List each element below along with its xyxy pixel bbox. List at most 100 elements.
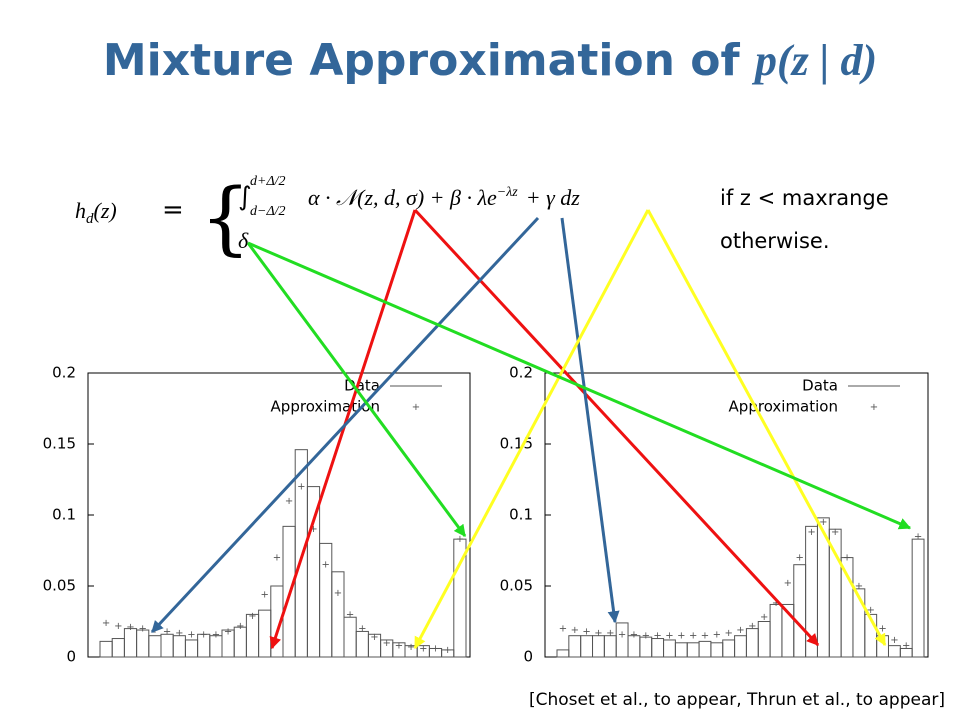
approx-point: + <box>444 645 452 656</box>
approx-point: + <box>653 631 661 642</box>
bar <box>603 635 617 658</box>
approx-point: + <box>867 605 875 616</box>
approx-point: + <box>163 626 171 637</box>
y-tick-label: 0.1 <box>52 506 76 524</box>
case-2: δ <box>238 228 249 253</box>
bar <box>592 635 605 658</box>
legend-marker: + <box>870 402 878 413</box>
bar <box>453 538 467 658</box>
approx-point: + <box>248 611 256 622</box>
bar <box>258 609 272 658</box>
title-text: Mixture Approximation of <box>103 35 755 86</box>
approx-point: + <box>689 631 697 642</box>
y-tick-label: 0.2 <box>52 364 76 382</box>
y-tick-label: 0 <box>523 648 533 666</box>
equals: = <box>162 195 184 225</box>
formula-expr: α · 𝒩(z, d, σ) + β · λe−λz + γ dz <box>308 185 580 210</box>
approx-point: + <box>760 612 768 623</box>
approx-point: + <box>346 609 354 620</box>
approx-point: + <box>890 635 898 646</box>
approx-point: + <box>855 581 863 592</box>
bar <box>911 538 925 658</box>
condition-1: if z < maxrange <box>720 186 889 210</box>
formula-lhs: hd(z) <box>75 198 117 227</box>
approx-point: + <box>309 524 317 535</box>
legend-label: Data <box>344 377 380 395</box>
approx-point: + <box>175 628 183 639</box>
bar <box>355 630 369 658</box>
approx-point: + <box>724 628 732 639</box>
bar <box>184 639 199 658</box>
bar <box>674 642 688 658</box>
approx-point: + <box>322 560 330 571</box>
y-tick-label: 0.05 <box>500 577 533 595</box>
sup: −λz <box>497 185 519 200</box>
arrow <box>150 216 540 634</box>
integral: ∫ <box>238 182 252 212</box>
approx-point: + <box>395 641 403 652</box>
approx-point: + <box>807 527 815 538</box>
bar <box>663 639 676 658</box>
arrows <box>150 208 912 650</box>
approx-point: + <box>843 553 851 564</box>
arrow <box>247 241 912 530</box>
approx-point: + <box>102 618 110 629</box>
bar <box>734 635 747 658</box>
approx-point: + <box>114 621 122 632</box>
lhs-arg: (z) <box>94 198 117 223</box>
bar <box>556 649 570 658</box>
bar <box>686 642 700 658</box>
approx-point: + <box>407 642 415 653</box>
approx-point: + <box>261 590 269 601</box>
approx-point: + <box>456 534 464 545</box>
bar <box>148 635 162 658</box>
bar <box>580 635 594 658</box>
approx-point: + <box>713 629 721 640</box>
approx-point: + <box>748 621 756 632</box>
approx-point: + <box>224 626 232 637</box>
approx-point: + <box>642 631 650 642</box>
approx-point: + <box>200 629 208 640</box>
approx-point: + <box>358 624 366 635</box>
approx-point: + <box>126 622 134 633</box>
approx-point: + <box>902 641 910 652</box>
charts: 0 0.05 0.1 0.15 0.2 + + + + + + + + + + + + + + + + + + + + + + + + +… <box>43 364 929 666</box>
approx-point: + <box>236 621 244 632</box>
approx-point: + <box>273 553 281 564</box>
approx-point: + <box>701 631 709 642</box>
expr: α · 𝒩(z, d, σ) + β · λe <box>308 185 497 210</box>
approx-point: + <box>383 638 391 649</box>
approx-point: + <box>819 517 827 528</box>
approx-point: + <box>606 628 614 639</box>
approx-point: + <box>736 625 744 636</box>
approx-point: + <box>594 628 602 639</box>
arrow <box>413 209 650 650</box>
approx-point: + <box>795 553 803 564</box>
bar <box>343 616 357 658</box>
formula: hd(z) = { ∫ d+Δ/2 d−Δ/2 α · 𝒩(z, d, σ) +… <box>75 171 889 264</box>
bar <box>710 642 724 658</box>
approx-point: + <box>831 527 839 538</box>
approx-point: + <box>677 631 685 642</box>
approx-point: + <box>419 643 427 654</box>
approx-point: + <box>139 624 147 635</box>
arrow <box>646 209 887 647</box>
bar <box>769 603 783 658</box>
approx-point: + <box>772 598 780 609</box>
bar <box>887 645 901 658</box>
approx-point: + <box>334 588 342 599</box>
approx-point: + <box>297 482 305 493</box>
arrow <box>413 208 820 647</box>
arrow <box>269 209 417 650</box>
y-tick-label: 0 <box>66 648 76 666</box>
lhs: h <box>75 198 86 223</box>
upper-bound: d+Δ/2 <box>250 174 286 189</box>
y-tick-label: 0.05 <box>43 577 76 595</box>
citation: [Choset et al., to appear, Thrun et al.,… <box>529 690 945 710</box>
y-tick-label: 0.15 <box>43 435 76 453</box>
legend-label: Approximation <box>729 398 838 416</box>
approx-point: + <box>630 629 638 640</box>
approx-point: + <box>582 626 590 637</box>
arrow <box>246 242 467 537</box>
